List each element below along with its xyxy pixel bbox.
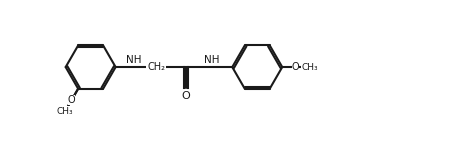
Text: CH₂: CH₂ xyxy=(147,62,165,72)
Text: CH₃: CH₃ xyxy=(302,63,318,72)
Text: O: O xyxy=(182,91,190,101)
Text: NH: NH xyxy=(126,55,141,65)
Text: O: O xyxy=(68,95,76,105)
Text: CH₃: CH₃ xyxy=(57,107,73,116)
Text: O: O xyxy=(292,62,299,72)
Text: NH: NH xyxy=(204,55,219,65)
